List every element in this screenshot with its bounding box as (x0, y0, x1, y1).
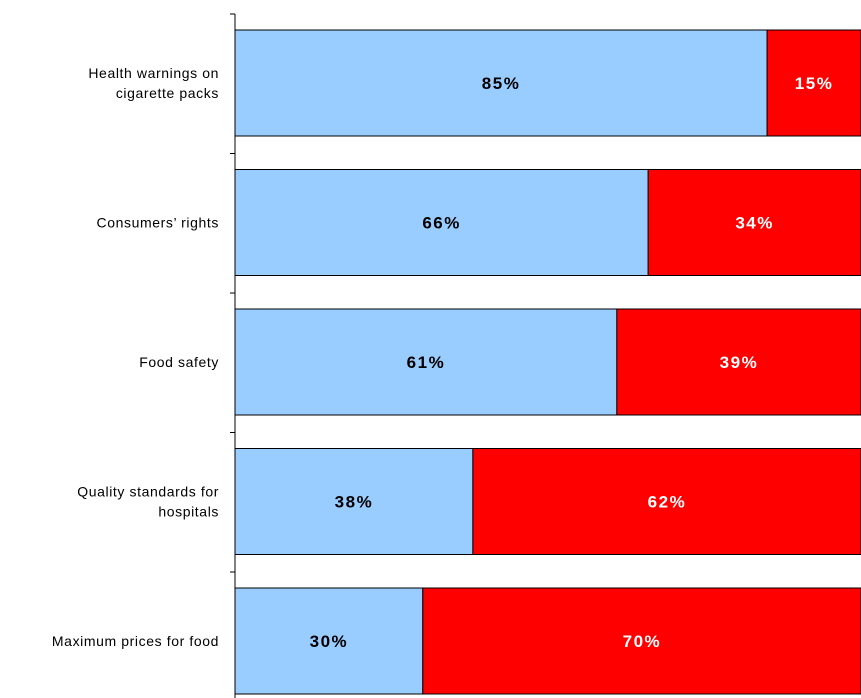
bars (234, 29, 861, 695)
bar-segment (234, 169, 649, 276)
bar-segment (422, 587, 861, 695)
category-label: Maximum prices for food (52, 633, 219, 649)
data-label: 85% (482, 74, 521, 93)
bar-segment (234, 308, 618, 416)
bar-segment (647, 169, 861, 276)
category-label: Food safety (139, 354, 219, 370)
data-label: 62% (648, 493, 687, 512)
data-label: 34% (735, 214, 774, 233)
data-label: 66% (422, 214, 461, 233)
data-label: 30% (310, 632, 349, 651)
category-label: Consumers’ rights (97, 215, 220, 231)
bar-segment (234, 587, 424, 695)
data-label: 15% (795, 74, 834, 93)
category-label: Health warnings on cigarette packs (88, 65, 219, 101)
data-label: 39% (720, 353, 759, 372)
category-axis (230, 13, 236, 698)
bar-segment (234, 29, 768, 137)
data-label: 61% (407, 353, 446, 372)
bar-segment (616, 308, 861, 416)
category-labels: Health warnings on cigarette packs Consume… (52, 65, 220, 649)
data-label: 70% (623, 632, 662, 651)
bar-segment (234, 448, 474, 555)
bar-segment (472, 448, 861, 555)
data-labels: 85% 15% 66% 34% 61% 39% 38% 62% 30% 70% (310, 74, 834, 651)
category-label: Quality standards for hospitals (77, 484, 219, 520)
data-label: 38% (335, 493, 374, 512)
